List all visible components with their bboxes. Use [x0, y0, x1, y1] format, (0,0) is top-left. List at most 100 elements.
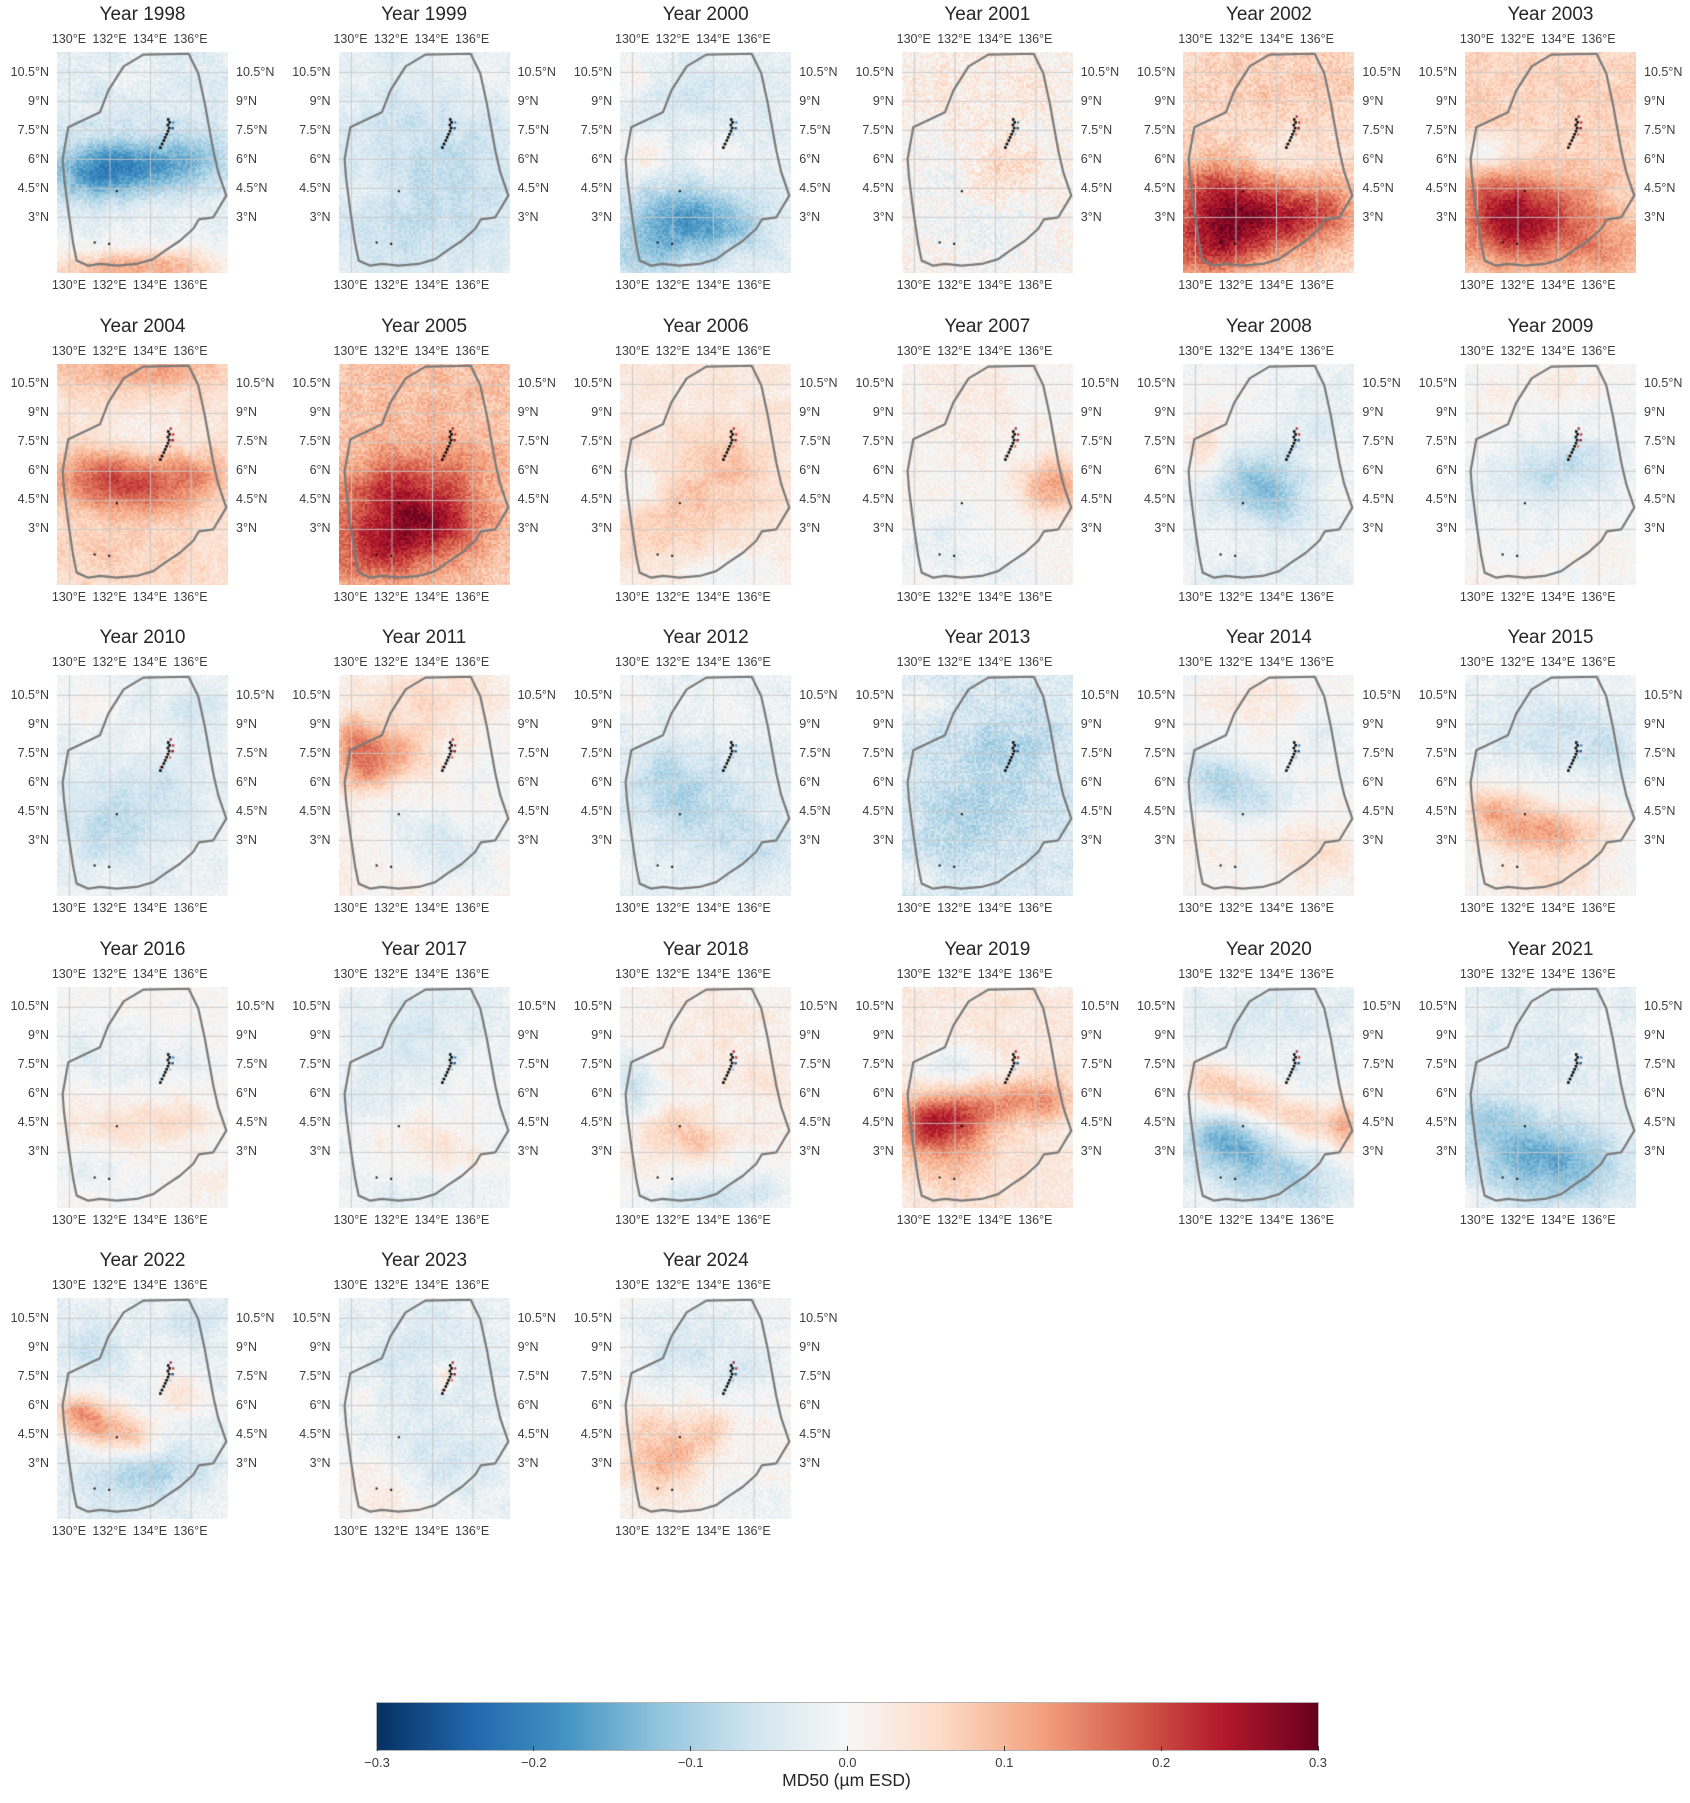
lon-tick-label: 132°E — [92, 32, 127, 46]
lat-tick-label: 7.5°N — [799, 1057, 831, 1072]
map-canvas-2022 — [57, 1298, 228, 1519]
lon-tick-label: 130°E — [1178, 655, 1213, 669]
lat-tick-label: 9°N — [1436, 405, 1457, 420]
lat-tick-label: 6°N — [1154, 1086, 1176, 1101]
lat-tick-label: 4.5°N — [1425, 180, 1457, 195]
lon-tick-label: 132°E — [1218, 966, 1253, 981]
map-canvas-2013 — [901, 675, 1073, 896]
lat-tick-label: 10.5°N — [10, 376, 49, 391]
lat-tick-label: 3°N — [1362, 209, 1384, 224]
lat-tick-label: 7.5°N — [1644, 745, 1676, 760]
facet-title: Year 2005 — [381, 315, 468, 337]
lat-tick-label: 3°N — [1644, 521, 1665, 536]
lat-tick-label: 4.5°N — [517, 1426, 549, 1441]
lon-tick-label: 134°E — [696, 966, 731, 981]
lat-tick-label: 4.5°N — [799, 180, 831, 195]
colorbar-tick — [376, 1746, 378, 1751]
lon-tick-label: 130°E — [896, 32, 931, 46]
lat-tick-label: 7.5°N — [1362, 434, 1394, 449]
lon-tick-label: 136°E — [1299, 1212, 1334, 1227]
lat-tick-label: 9°N — [591, 1028, 613, 1043]
lat-tick-label: 6°N — [309, 151, 331, 166]
lon-tick-label: 134°E — [414, 901, 449, 915]
lat-tick-label: 10.5°N — [573, 376, 613, 391]
lon-tick-label: 130°E — [615, 343, 650, 358]
lat-tick-label: 7.5°N — [799, 1368, 831, 1383]
lon-tick-label: 134°E — [1259, 32, 1294, 46]
lat-tick-label: 7.5°N — [299, 122, 331, 137]
lat-tick-label: 10.5°N — [1644, 687, 1683, 702]
lon-tick-label: 130°E — [51, 901, 87, 915]
lon-tick-label: 136°E — [1299, 901, 1334, 915]
facet-title: Year 2002 — [1225, 4, 1312, 25]
lon-tick-label: 134°E — [696, 1278, 731, 1292]
lat-tick-label: 4.5°N — [1143, 1115, 1176, 1130]
lon-tick-label: 136°E — [1018, 32, 1053, 46]
lat-tick-label: 3°N — [1644, 209, 1665, 224]
lat-tick-label: 6°N — [872, 774, 894, 789]
lon-tick-label: 130°E — [615, 655, 650, 669]
map-canvas-2011 — [338, 675, 510, 896]
lat-tick-label: 3°N — [309, 1144, 331, 1159]
lat-tick-label: 4.5°N — [1143, 180, 1176, 195]
lon-tick-label: 130°E — [333, 589, 368, 604]
lat-tick-label: 9°N — [591, 716, 613, 731]
lon-tick-label: 136°E — [454, 901, 490, 915]
lat-tick-label: 4.5°N — [517, 803, 549, 818]
map-canvas-2016 — [57, 986, 228, 1208]
lon-tick-label: 134°E — [1540, 655, 1576, 669]
lon-tick-label: 130°E — [896, 901, 931, 915]
lat-tick-label: 3°N — [517, 209, 539, 224]
lon-tick-label: 134°E — [414, 1524, 449, 1538]
facet-year-2000: Year 2000 130°E 130°E 132°E 132°E 134°E 134°E 1… — [563, 0, 844, 311]
lat-tick-label: 7.5°N — [799, 434, 831, 449]
lon-tick-label: 132°E — [1500, 1212, 1535, 1227]
lat-tick-label: 6°N — [28, 1086, 49, 1101]
lat-tick-label: 3°N — [1154, 521, 1176, 536]
lon-tick-label: 132°E — [373, 32, 409, 46]
lon-tick-label: 134°E — [132, 655, 168, 669]
lat-tick-label: 4.5°N — [799, 1115, 831, 1130]
lat-tick-label: 4.5°N — [236, 803, 268, 818]
colorbar-tick-label: 0.2 — [1152, 1755, 1171, 1770]
lat-tick-label: 10.5°N — [799, 687, 838, 702]
lon-tick-label: 136°E — [454, 1212, 490, 1227]
facet-year-2014: Year 2014 130°E 130°E 132°E 132°E 134°E 134°E 1… — [1126, 623, 1407, 934]
lon-tick-label: 132°E — [1500, 966, 1535, 981]
lat-tick-label: 9°N — [1644, 93, 1665, 108]
lat-tick-label: 3°N — [309, 209, 331, 224]
lon-tick-label: 132°E — [373, 278, 409, 292]
lat-tick-label: 4.5°N — [580, 492, 613, 507]
colorbar-tick — [1317, 1746, 1319, 1751]
lon-tick-label: 136°E — [1018, 589, 1053, 604]
facet-title: Year 2019 — [944, 938, 1031, 960]
lat-tick-label: 9°N — [1362, 716, 1384, 731]
map-canvas-2024 — [620, 1298, 792, 1519]
lat-tick-label: 6°N — [591, 1086, 613, 1101]
lat-tick-label: 9°N — [591, 1339, 613, 1354]
lat-tick-label: 9°N — [28, 405, 49, 420]
lon-tick-label: 130°E — [896, 343, 931, 358]
facet-title: Year 2003 — [1507, 4, 1594, 25]
lat-tick-label: 9°N — [1080, 716, 1102, 731]
lat-tick-label: 7.5°N — [236, 434, 268, 449]
lat-tick-label: 10.5°N — [799, 1310, 838, 1325]
lat-tick-label: 3°N — [1362, 832, 1384, 847]
lon-tick-label: 130°E — [333, 966, 368, 981]
facet-title: Year 2006 — [662, 315, 749, 337]
lon-tick-label: 136°E — [454, 278, 490, 292]
lon-tick-label: 136°E — [1018, 655, 1053, 669]
lon-tick-label: 134°E — [696, 655, 731, 669]
lon-tick-label: 132°E — [92, 966, 127, 981]
lon-tick-label: 136°E — [736, 901, 771, 915]
lat-tick-label: 7.5°N — [1080, 1057, 1113, 1072]
lon-tick-label: 132°E — [1218, 32, 1253, 46]
lon-tick-label: 136°E — [454, 655, 490, 669]
lat-tick-label: 3°N — [1436, 1144, 1457, 1159]
facet-title: Year 2004 — [99, 315, 186, 337]
lat-tick-label: 6°N — [1362, 463, 1384, 478]
lon-tick-label: 136°E — [1581, 343, 1616, 358]
lon-tick-label: 134°E — [977, 901, 1012, 915]
facet-year-2016: Year 2016 130°E 130°E 132°E 132°E 134°E 134°E 1… — [0, 935, 281, 1246]
lat-tick-label: 10.5°N — [1080, 64, 1120, 79]
